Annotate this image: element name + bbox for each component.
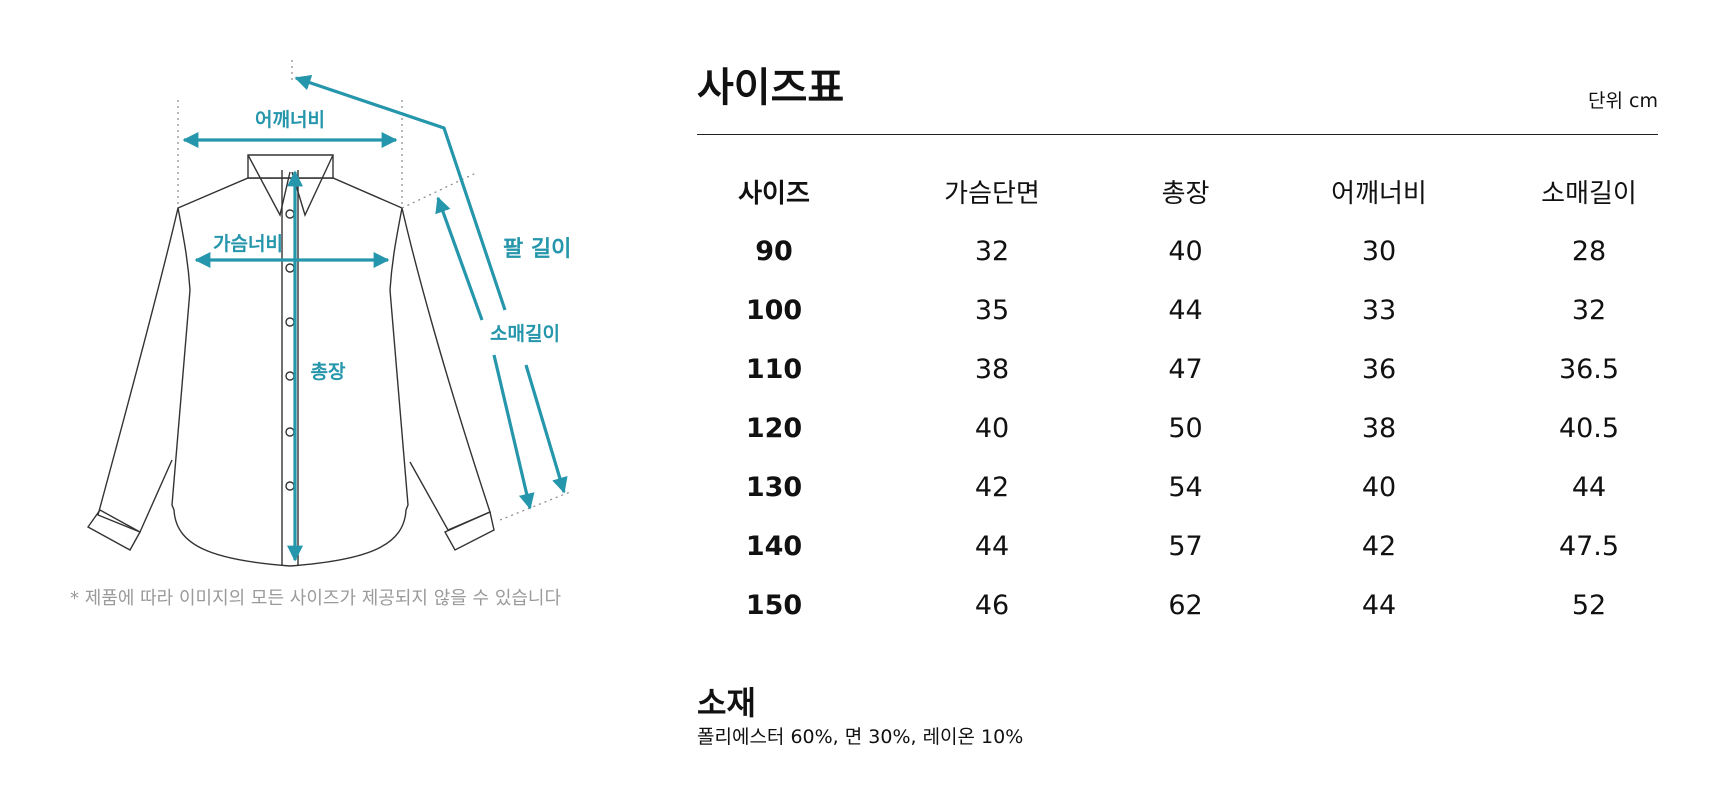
cell-size: 140 <box>745 531 803 562</box>
cell-shoulder: 30 <box>1361 236 1397 267</box>
cell-length: 57 <box>1168 531 1203 562</box>
cell-shoulder: 44 <box>1361 590 1397 621</box>
cell-length: 62 <box>1168 590 1203 621</box>
cell-shoulder: 33 <box>1361 295 1397 326</box>
size-table: 사이즈 가슴단면 총장 어깨너비 소매길이 90 32 40 30 28 100… <box>697 160 1658 635</box>
cell-sleeve: 40.5 <box>1558 413 1620 444</box>
guide-lines <box>177 60 571 521</box>
size-table-title: 사이즈표 <box>697 65 845 111</box>
cell-sleeve: 36.5 <box>1558 354 1620 385</box>
header-size: 사이즈 <box>738 178 810 209</box>
measurement-arrows <box>182 75 568 562</box>
arm-arrow-icon-top <box>294 75 507 311</box>
title-divider <box>697 134 1658 135</box>
cell-length: 44 <box>1168 295 1203 326</box>
header-length: 총장 <box>1161 178 1210 209</box>
table-row: 150 46 62 44 52 <box>697 576 1658 635</box>
length-label: 총장 <box>311 361 346 383</box>
size-disclaimer-note: * 제품에 따라 이미지의 모든 사이즈가 제공되지 않을 수 있습니다 <box>70 588 562 609</box>
cell-chest: 44 <box>974 531 1010 562</box>
cell-size: 150 <box>745 590 803 621</box>
cell-chest: 38 <box>974 354 1010 385</box>
cell-shoulder: 40 <box>1361 472 1397 503</box>
sleeve-arrow-icon-top <box>435 196 484 321</box>
unit-label: 단위 cm <box>1588 90 1658 112</box>
table-row: 130 42 54 40 44 <box>697 458 1658 517</box>
material-title: 소재 <box>697 684 756 722</box>
sleeve-label: 소매길이 <box>490 323 560 345</box>
cell-size: 110 <box>745 354 803 385</box>
cell-size: 120 <box>745 413 803 444</box>
cell-chest: 46 <box>974 590 1010 621</box>
cell-sleeve: 47.5 <box>1558 531 1620 562</box>
cell-length: 40 <box>1168 236 1203 267</box>
table-row: 100 35 44 33 32 <box>697 281 1658 340</box>
size-table-header-row: 사이즈 가슴단면 총장 어깨너비 소매길이 <box>697 160 1658 222</box>
cell-sleeve: 52 <box>1571 590 1607 621</box>
table-row: 140 44 57 42 47.5 <box>697 517 1658 576</box>
cell-size: 90 <box>755 236 793 267</box>
cell-size: 100 <box>745 295 803 326</box>
arm-arrow-icon-bottom <box>524 364 568 494</box>
header-chest: 가슴단면 <box>944 178 1040 209</box>
shirt-measurement-diagram: 어깨너비 가슴너비 총장 소매길이 팔 길이 <box>86 60 571 567</box>
table-row: 120 40 50 38 40.5 <box>697 399 1658 458</box>
header-sleeve: 소매길이 <box>1541 178 1637 209</box>
table-row: 110 38 47 36 36.5 <box>697 340 1658 399</box>
material-composition: 폴리에스터 60%, 면 30%, 레이온 10% <box>697 726 1024 748</box>
cell-sleeve: 44 <box>1571 472 1607 503</box>
shoulder-label: 어깨너비 <box>255 109 325 131</box>
cell-sleeve: 32 <box>1571 295 1607 326</box>
sleeve-arrow-icon-bottom <box>492 354 535 510</box>
cell-shoulder: 36 <box>1361 354 1397 385</box>
arm-label: 팔 길이 <box>503 237 571 262</box>
cell-shoulder: 42 <box>1361 531 1397 562</box>
table-row: 90 32 40 30 28 <box>697 222 1658 281</box>
cell-chest: 40 <box>974 413 1010 444</box>
cell-sleeve: 28 <box>1571 236 1607 267</box>
cell-size: 130 <box>745 472 803 503</box>
cell-length: 54 <box>1168 472 1203 503</box>
cell-shoulder: 38 <box>1361 413 1397 444</box>
shirt-outline-icon <box>86 154 495 567</box>
cell-chest: 35 <box>974 295 1010 326</box>
header-shoulder: 어깨너비 <box>1331 178 1427 209</box>
chest-label: 가슴너비 <box>213 233 283 255</box>
cell-chest: 42 <box>974 472 1010 503</box>
cell-length: 47 <box>1168 354 1203 385</box>
cell-chest: 32 <box>974 236 1010 267</box>
cell-length: 50 <box>1168 413 1203 444</box>
